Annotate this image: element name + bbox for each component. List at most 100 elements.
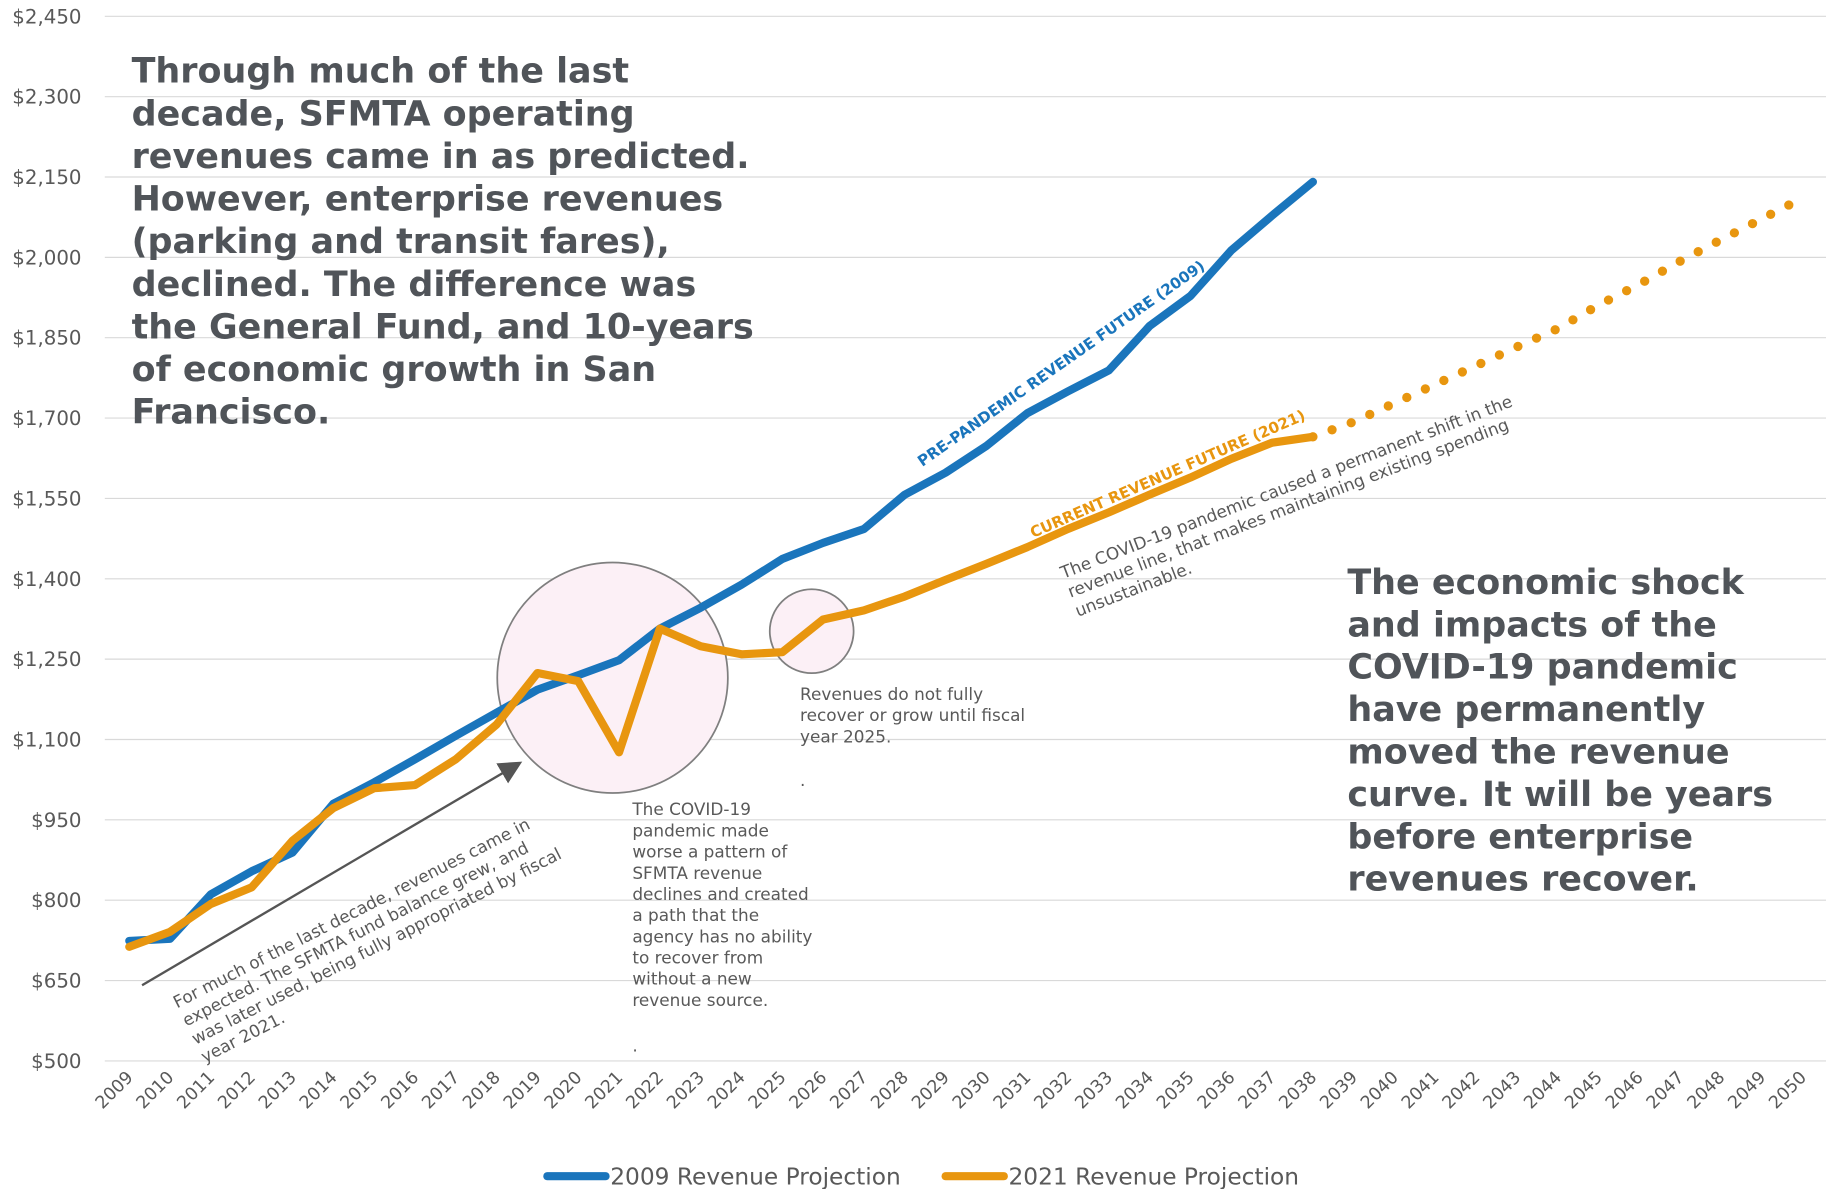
note-covid-line: worse a pattern of (632, 842, 788, 862)
x-tick-label: 2018 (459, 1068, 505, 1114)
x-tick-label: 2027 (827, 1068, 873, 1114)
x-tick-label: 2028 (867, 1068, 913, 1114)
x-tick-label: 2042 (1439, 1068, 1485, 1114)
x-tick-label: 2024 (704, 1068, 750, 1114)
summary-line: moved the revenue (1347, 732, 1729, 772)
x-tick-label: 2030 (949, 1068, 995, 1114)
headline-line: revenues came in as predicted. (132, 137, 750, 177)
projection-line (1308, 193, 1808, 442)
headline-line: (parking and transit fares), (132, 222, 670, 262)
note-covid-line: SFMTA revenue (632, 863, 762, 883)
x-tick-label: 2029 (908, 1068, 954, 1114)
note-covid-line: declines and created (632, 884, 808, 904)
y-tick-label: $500 (31, 1050, 81, 1073)
x-tick-label: 2039 (1316, 1068, 1362, 1114)
x-tick-label: 2036 (1194, 1068, 1240, 1114)
series-line (125, 432, 1317, 951)
summary-line: have permanently (1347, 690, 1705, 730)
headline-line: the General Fund, and 10-years (132, 307, 754, 347)
summary-line: curve. It will be years (1347, 775, 1773, 815)
x-tick-label: 2031 (990, 1068, 1036, 1114)
label-2009: PRE-PANDEMIC REVENUE FUTURE (2009) (914, 257, 1208, 470)
y-tick-label: $950 (31, 809, 81, 832)
summary-line: The economic shock (1347, 563, 1744, 603)
x-tick-label: 2032 (1031, 1068, 1077, 1114)
note-trend: For much of the last decade, revenues ca… (170, 814, 565, 1067)
x-tick-label: 2046 (1602, 1068, 1648, 1114)
x-tick-label: 2009 (92, 1068, 138, 1114)
y-tick-label: $800 (31, 889, 81, 912)
summary-line: before enterprise (1347, 817, 1693, 857)
y-tick-label: $1,400 (12, 568, 81, 591)
y-tick-label: $1,550 (12, 487, 81, 510)
y-tick-label: $1,100 (12, 728, 81, 751)
x-tick-label: 2041 (1398, 1068, 1444, 1114)
x-tick-label: 2022 (623, 1068, 669, 1114)
y-tick-label: $2,450 (12, 5, 81, 28)
x-tick-label: 2034 (1112, 1068, 1158, 1114)
x-tick-label: 2014 (296, 1068, 342, 1114)
x-tick-label: 2045 (1561, 1068, 1607, 1114)
x-tick-label: 2017 (418, 1068, 464, 1114)
legend-label: 2021 Revenue Projection (1008, 1163, 1299, 1189)
x-tick-label: 2040 (1357, 1068, 1403, 1114)
note-covid-line: pandemic made (632, 820, 768, 840)
x-tick-label: 2050 (1765, 1068, 1811, 1114)
x-tick-label: 2020 (541, 1068, 587, 1114)
x-tick-label: 2047 (1643, 1068, 1689, 1114)
x-tick-label: 2026 (786, 1068, 832, 1114)
x-tick-label: 2035 (1153, 1068, 1199, 1114)
x-tick-label: 2016 (378, 1068, 424, 1114)
note-trend-line: expected. The SFMTA fund balance grew, a… (179, 837, 532, 1030)
y-tick-label: $1,250 (12, 648, 81, 671)
y-tick-label: $2,000 (12, 246, 81, 269)
y-tick-label: $650 (31, 970, 81, 993)
y-tick-label: $2,150 (12, 166, 81, 189)
legend-label: 2009 Revenue Projection (610, 1163, 901, 1189)
x-tick-label: 2013 (255, 1068, 301, 1114)
note-trend-line: For much of the last decade, revenues ca… (170, 814, 533, 1012)
note-recover-end: . (800, 770, 805, 790)
note-recover-line: year 2025. (800, 726, 891, 746)
note-covid-line: a path that the (632, 905, 759, 925)
y-tick-label: $1,850 (12, 327, 81, 350)
summary-line: revenues recover. (1347, 860, 1698, 900)
y-tick-label: $1,700 (12, 407, 81, 430)
note-covid-line: revenue source. (632, 990, 768, 1010)
arrow (141, 761, 523, 987)
summary-line: COVID-19 pandemic (1347, 648, 1737, 688)
x-tick-label: 2038 (1276, 1068, 1322, 1114)
x-tick-label: 2049 (1725, 1068, 1771, 1114)
x-tick-label: 2021 (582, 1068, 628, 1114)
headline-line: Through much of the last (132, 52, 630, 92)
headline-line: decade, SFMTA operating (132, 94, 635, 134)
x-tick-label: 2037 (1235, 1068, 1281, 1114)
x-tick-label: 2010 (133, 1068, 179, 1114)
x-tick-label: 2012 (214, 1068, 260, 1114)
note-covid-line: The COVID-19 (631, 799, 751, 819)
note-covid-line: without a new (632, 969, 752, 989)
x-tick-label: 2015 (337, 1068, 383, 1114)
headline-line: declined. The difference was (132, 265, 697, 305)
summary-line: and impacts of the (1347, 605, 1716, 645)
x-tick-label: 2033 (1071, 1068, 1117, 1114)
x-tick-label: 2048 (1684, 1068, 1730, 1114)
headline-line: Francisco. (132, 393, 331, 433)
x-tick-label: 2043 (1480, 1068, 1526, 1114)
note-covid-end: . (632, 1036, 637, 1056)
x-tick-label: 2044 (1520, 1068, 1566, 1114)
note-covid-line: agency has no ability (632, 926, 812, 946)
note-recover-line: recover or grow until fiscal (800, 705, 1025, 725)
y-tick-label: $2,300 (12, 86, 81, 109)
note-covid-line: to recover from (632, 948, 763, 968)
headline-line: However, enterprise revenues (132, 180, 724, 220)
note-recover-line: Revenues do not fully (800, 684, 983, 704)
x-tick-label: 2023 (663, 1068, 709, 1114)
x-tick-label: 2011 (174, 1068, 220, 1114)
